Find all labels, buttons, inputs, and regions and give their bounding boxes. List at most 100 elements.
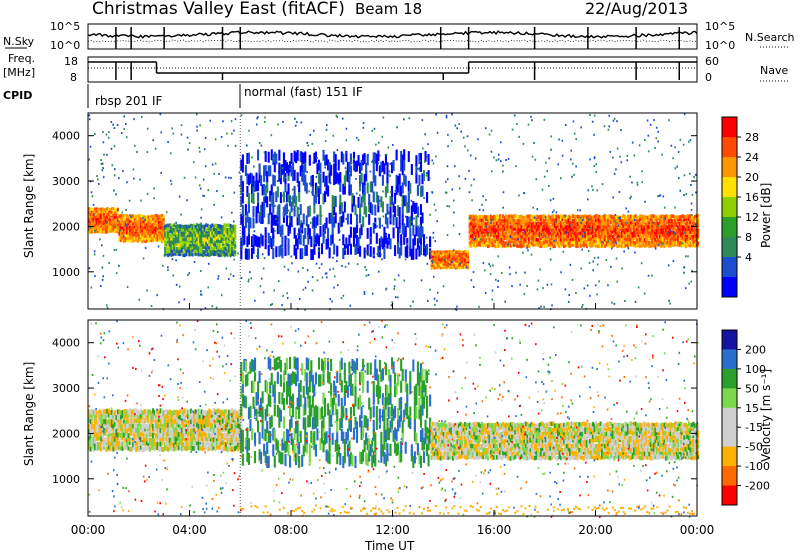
power-echo-speckle bbox=[188, 272, 191, 275]
power-echo-cell bbox=[471, 224, 474, 229]
velocity-echo-cell bbox=[156, 409, 159, 415]
power-echo-cell bbox=[231, 233, 234, 238]
power-echo-cell bbox=[298, 181, 301, 193]
power-echo-cell bbox=[547, 218, 550, 223]
power-echo-cell bbox=[549, 237, 552, 242]
power-echo-speckle bbox=[345, 217, 348, 220]
power-echo-cell bbox=[98, 220, 101, 224]
velocity-echo-cell bbox=[145, 433, 148, 439]
power-echo-speckle bbox=[403, 279, 406, 282]
power-echo-speckle bbox=[329, 268, 331, 271]
power-echo-cell bbox=[534, 242, 537, 247]
power-echo-cell bbox=[182, 240, 185, 245]
power-echo-cell bbox=[518, 214, 521, 219]
power-echo-cell bbox=[462, 259, 465, 263]
power-echo-cell bbox=[206, 227, 209, 232]
power-echo-cell bbox=[162, 217, 165, 222]
power-echo-cell bbox=[594, 233, 598, 238]
power-echo-cell bbox=[284, 181, 287, 193]
power-echo-cell bbox=[614, 224, 617, 228]
velocity-echo-cell bbox=[180, 441, 183, 447]
power-echo-cell bbox=[409, 216, 412, 228]
power-echo-cell bbox=[142, 230, 145, 235]
power-echo-cell bbox=[438, 266, 441, 269]
power-echo-speckle bbox=[388, 170, 391, 173]
velocity-echo-cell bbox=[124, 444, 127, 450]
velocity-echo-cell bbox=[126, 441, 129, 447]
velocity-echo-cell bbox=[183, 432, 187, 439]
power-echo-cell bbox=[336, 172, 339, 184]
velocity-echo-cell bbox=[183, 426, 187, 432]
power-echo-cell bbox=[225, 239, 228, 244]
power-echo-cell bbox=[167, 250, 170, 254]
power-echo-cell bbox=[416, 206, 419, 218]
power-echo-cell bbox=[534, 240, 537, 245]
power-echo-cell bbox=[502, 227, 505, 232]
power-echo-cell bbox=[532, 233, 535, 238]
velocity-echo-cell bbox=[193, 433, 196, 439]
power-echo-cell bbox=[186, 228, 190, 232]
power-echo-cell bbox=[661, 230, 665, 235]
power-echo-cell bbox=[153, 225, 156, 229]
power-echo-cell bbox=[92, 215, 95, 219]
power-echo-cell bbox=[170, 234, 173, 238]
power-echo-cell bbox=[528, 231, 531, 235]
velocity-echo-cell bbox=[180, 422, 183, 428]
power-echo-cell bbox=[177, 224, 180, 229]
power-echo-cell bbox=[602, 221, 605, 225]
power-echo-cell bbox=[657, 222, 660, 226]
power-echo-speckle bbox=[674, 167, 677, 170]
power-echo-cell bbox=[123, 225, 126, 229]
power-echo-cell bbox=[138, 228, 141, 232]
power-echo-speckle bbox=[332, 267, 335, 270]
velocity-echo-cell bbox=[151, 423, 155, 429]
power-echo-cell bbox=[154, 226, 158, 230]
power-echo-cell bbox=[421, 226, 424, 238]
power-echo-cell bbox=[462, 250, 465, 254]
power-echo-speckle bbox=[165, 211, 168, 214]
power-echo-cell bbox=[531, 221, 534, 225]
velocity-echo-cell bbox=[203, 414, 206, 420]
velocity-echo-cell bbox=[162, 422, 165, 428]
power-echo-speckle bbox=[587, 218, 590, 221]
velocity-echo-cell bbox=[158, 423, 161, 429]
power-echo-cell bbox=[94, 207, 97, 211]
power-echo-cell bbox=[470, 239, 473, 244]
power-echo-cell bbox=[331, 195, 334, 207]
velocity-echo-cell bbox=[203, 419, 206, 425]
power-echo-cell bbox=[479, 222, 482, 226]
power-echo-speckle bbox=[308, 190, 310, 193]
power-echo-cell bbox=[98, 225, 101, 229]
velocity-echo-cell bbox=[89, 412, 92, 418]
power-echo-cell bbox=[319, 204, 322, 216]
power-echo-speckle bbox=[291, 208, 294, 211]
power-echo-cell bbox=[569, 215, 572, 220]
power-echo-cell bbox=[637, 239, 640, 244]
power-echo-cell bbox=[177, 236, 180, 241]
velocity-echo-cell bbox=[174, 436, 177, 442]
power-echo-cell bbox=[517, 239, 520, 244]
power-echo-cell bbox=[401, 214, 404, 226]
power-echo-cell bbox=[549, 240, 552, 245]
power-echo-cell bbox=[465, 254, 468, 257]
power-echo-speckle bbox=[549, 199, 552, 202]
power-echo-speckle bbox=[683, 113, 686, 116]
power-echo-cell bbox=[348, 184, 351, 196]
power-echo-cell bbox=[485, 233, 488, 238]
power-echo-speckle bbox=[111, 164, 114, 167]
power-echo-cell bbox=[666, 227, 669, 232]
power-echo-cell bbox=[363, 153, 366, 165]
power-echo-cell bbox=[176, 249, 179, 253]
power-echo-cell bbox=[261, 212, 264, 224]
power-echo-cell bbox=[208, 233, 211, 238]
power-echo-cell bbox=[663, 240, 666, 245]
velocity-echo-cell bbox=[92, 446, 95, 452]
power-echo-speckle bbox=[523, 292, 526, 295]
power-echo-cell bbox=[231, 243, 234, 248]
velocity-echo-cell bbox=[92, 423, 95, 430]
power-echo-cell bbox=[444, 261, 447, 264]
velocity-echo-cell bbox=[159, 432, 162, 438]
power-echo-cell bbox=[272, 202, 275, 214]
power-echo-cell bbox=[456, 263, 459, 266]
power-echo-speckle bbox=[617, 216, 620, 219]
